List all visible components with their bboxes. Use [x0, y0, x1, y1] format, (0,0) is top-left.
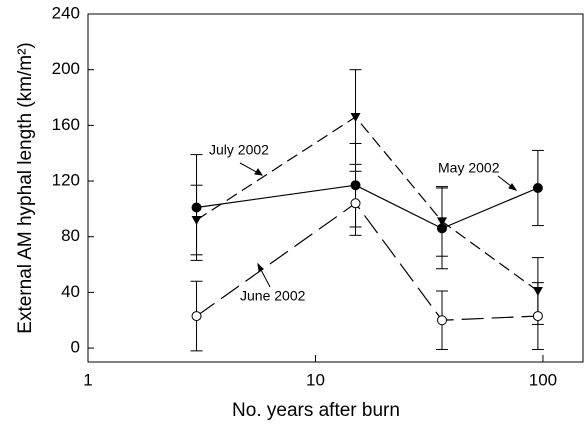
y-tick-label: 240 — [52, 3, 80, 22]
annotation: June 2002 — [240, 288, 306, 304]
plot-frame — [87, 13, 584, 363]
marker — [191, 216, 202, 226]
marker — [532, 311, 543, 322]
x-tick-label: 100 — [529, 370, 557, 389]
y-tick-label: 160 — [52, 115, 80, 134]
series-line — [196, 116, 539, 292]
marker — [191, 311, 202, 322]
y-tick-label: 40 — [61, 282, 80, 301]
x-axis-title: No. years after burn — [232, 400, 400, 421]
y-tick-label: 200 — [52, 59, 80, 78]
series-line — [196, 202, 538, 321]
y-tick-label: 0 — [71, 338, 80, 357]
marker — [437, 217, 448, 227]
series-line — [196, 184, 539, 230]
marker — [350, 113, 361, 123]
marker — [350, 198, 361, 209]
y-tick-label: 120 — [52, 171, 80, 190]
y-axis-title: External AM hyphal length (km/m²) — [15, 42, 36, 333]
annotation: July 2002 — [209, 142, 269, 158]
marker — [437, 315, 448, 326]
annotation: May 2002 — [438, 160, 500, 176]
y-tick-label: 80 — [61, 226, 80, 245]
marker — [532, 183, 543, 193]
x-tick-label: 1 — [83, 370, 92, 389]
x-tick-label: 10 — [306, 370, 325, 389]
annotation-arrows — [239, 162, 518, 288]
